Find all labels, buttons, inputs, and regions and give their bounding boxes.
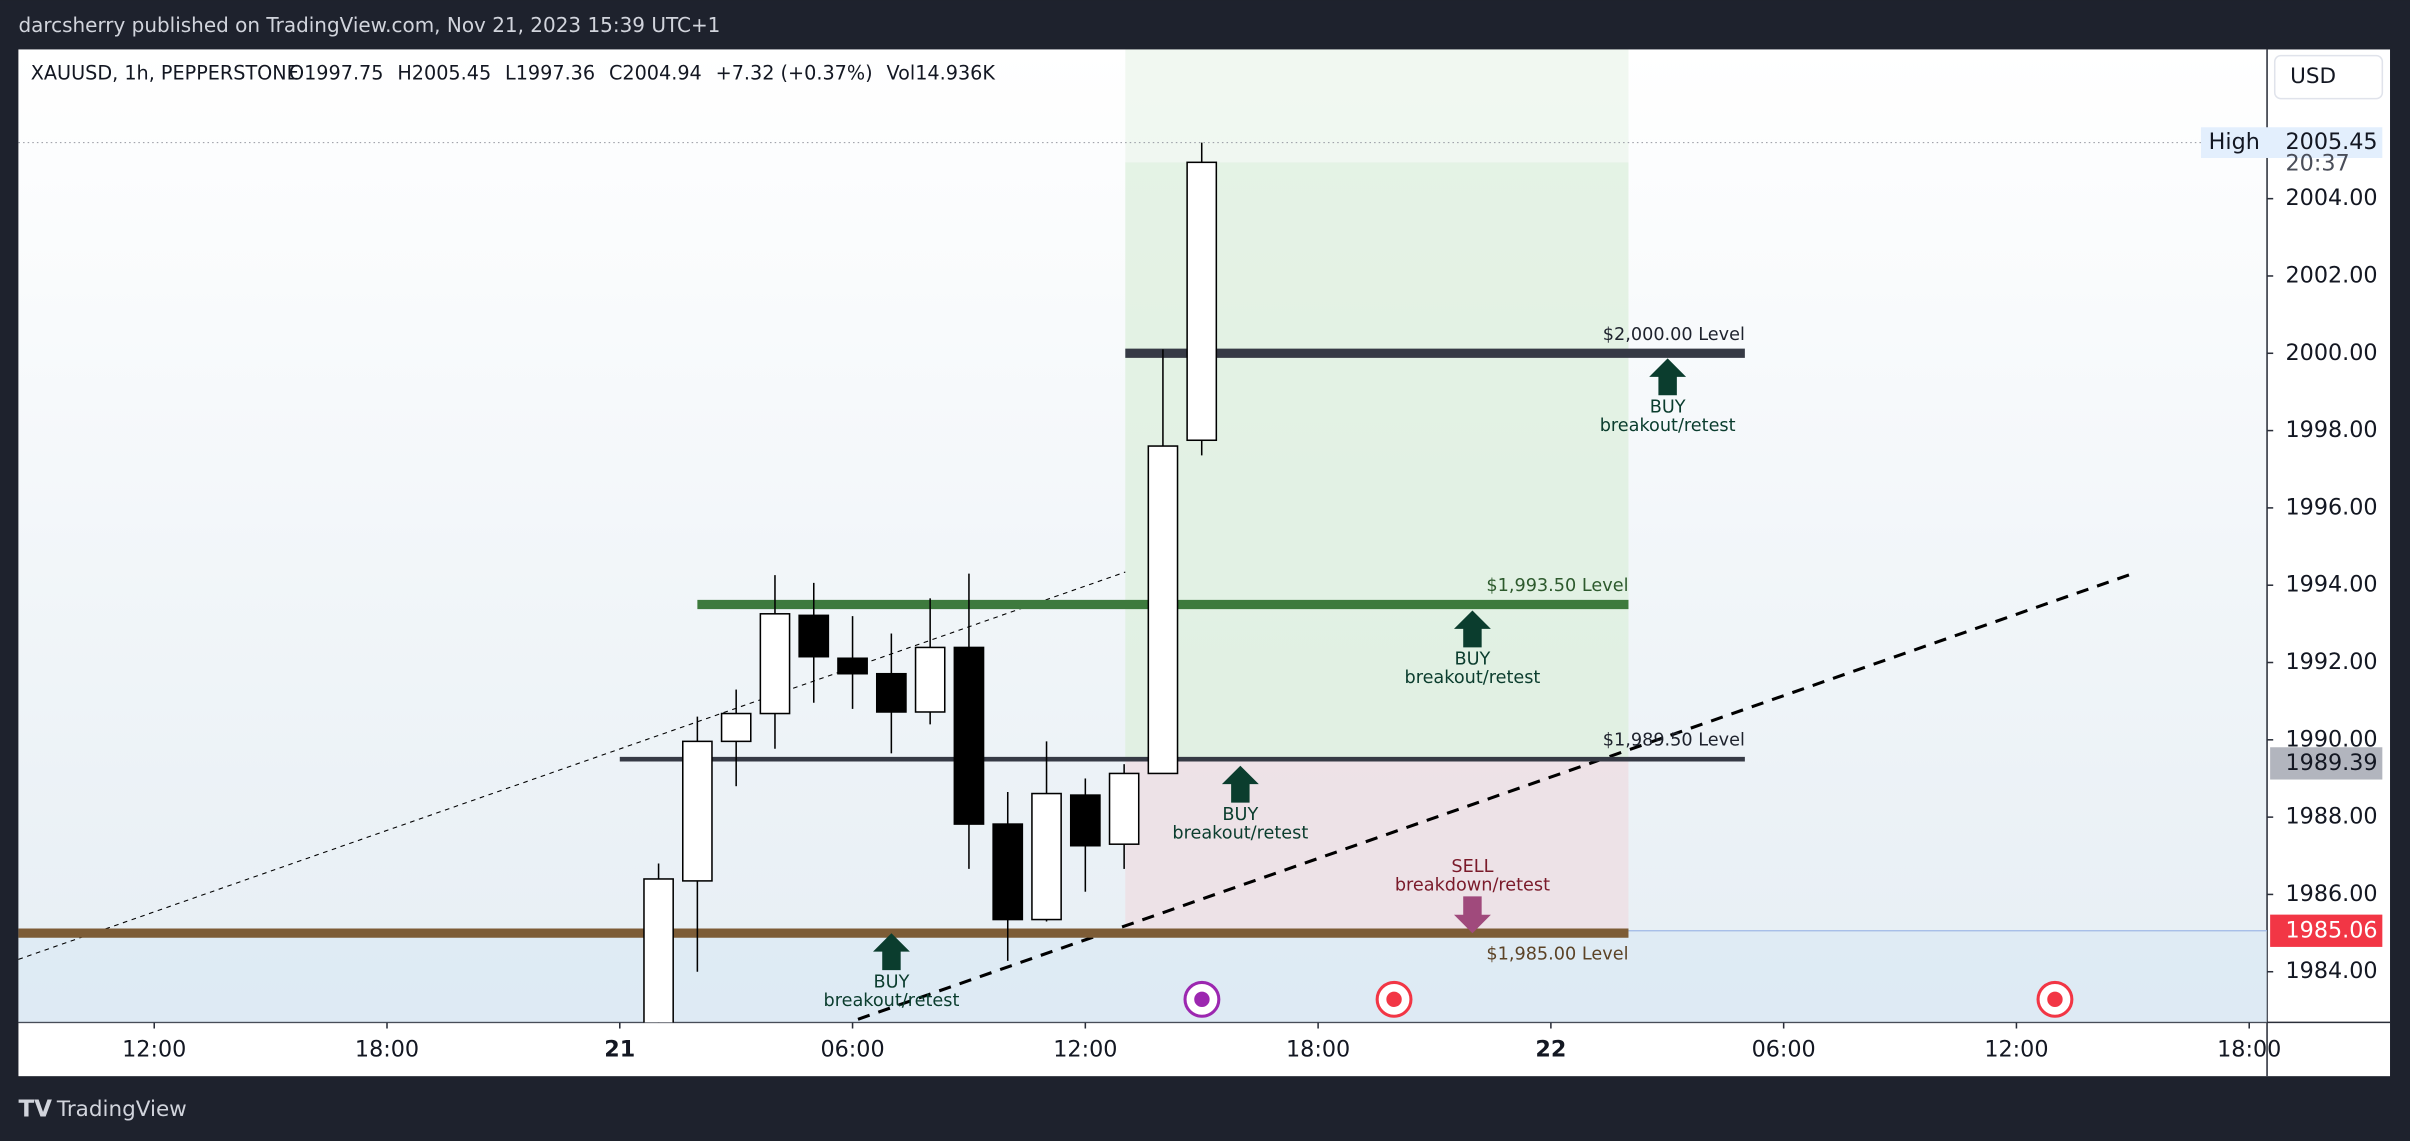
y-tick-label: 2002.00 (2286, 262, 2378, 288)
event-dot (1386, 991, 1402, 1008)
candle-body (875, 672, 907, 713)
high-badge (2200, 127, 2383, 158)
level-label: $1,985.00 Level (1486, 945, 1628, 965)
overlay-layer: O1997.75 H2005.45 L1997.36 C2004.94 +7.32 (+… (18, 62, 2383, 1063)
signal-note: breakout/retest (1172, 823, 1308, 843)
event-dot (1194, 991, 1210, 1008)
x-tick-label: 12:00 (1984, 1037, 2048, 1063)
ohlc-value: C2004.94 (609, 62, 702, 85)
x-tick-label: 12:00 (1053, 1037, 1117, 1063)
plot-layer: $2,000.00 Level $1,993.50 Level $1,989.50 … (18, 49, 2268, 1023)
level-label: $1,989.50 Level (1603, 731, 1745, 751)
candle-body (1147, 445, 1179, 775)
y-tick-label: 1992.00 (2286, 649, 2378, 675)
ohlc-value: H2005.45 (397, 62, 491, 85)
y-tick-label: 1996.00 (2286, 494, 2378, 520)
candle-body (1108, 772, 1140, 845)
level-label: $2,000.00 Level (1603, 325, 1745, 345)
brand: TradingView (56, 1097, 187, 1122)
below-price-area (18, 930, 2268, 1023)
candle-body (759, 613, 791, 715)
y-tick-label: 1994.00 (2286, 572, 2378, 598)
candle-body (798, 614, 830, 658)
signal-note: breakout/retest (1404, 668, 1540, 688)
zone-loss (1125, 759, 1629, 934)
trendline (18, 571, 1126, 960)
trendline (857, 572, 2134, 1021)
signal-note: breakout/retest (824, 991, 960, 1011)
y-tick-label: 2000.00 (2286, 340, 2378, 366)
candle-body (1186, 161, 1218, 442)
signal: SELL (1451, 857, 1493, 877)
y-tick-label: 1998.00 (2286, 417, 2378, 443)
symbol-title: XAUUSD, 1h, PEPPERSTONE (31, 62, 299, 85)
x-tick-label: 06:00 (1752, 1037, 1816, 1063)
price-badge-label: 1985.06 (2286, 917, 2378, 943)
candle-body (720, 712, 752, 743)
high-name: High (2209, 129, 2260, 155)
ohlc-value: O1997.75 (289, 62, 384, 85)
buy-arrow (1649, 358, 1687, 396)
publisher: darcsherry published on TradingView.com,… (18, 13, 720, 37)
candle-body (1069, 794, 1101, 847)
candle-body (682, 740, 713, 882)
x-tick-label: 18:00 (2217, 1037, 2281, 1063)
candle-body (914, 646, 946, 713)
x-tick-label: 18:00 (355, 1037, 419, 1063)
ohlc-value: +7.32 (+0.37%) (716, 62, 873, 85)
currency[interactable]: USD (2290, 64, 2336, 89)
x-tick-label: 12:00 (122, 1037, 186, 1063)
zone-profit-top (1125, 49, 1629, 163)
x-tick-label: 06:00 (820, 1037, 884, 1063)
x-tick-label: 21 (604, 1037, 635, 1063)
currency-button[interactable] (2273, 54, 2384, 100)
candle-body (837, 657, 868, 675)
y-tick-label: 1984.00 (2286, 958, 2378, 984)
signal-note: breakout/retest (1600, 416, 1736, 436)
candle-body (1031, 792, 1062, 921)
price-badge (2270, 914, 2383, 947)
signal: BUY (1455, 650, 1491, 670)
x-tick-label: 22 (1535, 1037, 1566, 1063)
price-badge (2270, 747, 2383, 780)
buy-arrow (873, 933, 910, 971)
y-tick-label: 2004.00 (2286, 185, 2378, 211)
signal: BUY (1222, 805, 1258, 825)
high-value: 2005.45 (2286, 129, 2378, 155)
brand-icon: TV (18, 1096, 52, 1122)
signal: BUY (874, 972, 910, 992)
candle-body (643, 878, 674, 1023)
candle-body (953, 646, 985, 825)
price-badge-label: 1989.39 (2286, 750, 2378, 776)
signal-note: breakdown/retest (1395, 876, 1550, 896)
y-tick-label: 1988.00 (2286, 804, 2378, 830)
ohlc-value: Vol14.936K (886, 62, 995, 85)
signal: BUY (1650, 398, 1686, 418)
countdown: 20:37 (2286, 151, 2350, 177)
y-tick-label: 1986.00 (2286, 881, 2378, 907)
level-label: $1,993.50 Level (1486, 576, 1628, 596)
event-dot (2047, 991, 2063, 1008)
candle-body (992, 823, 1024, 921)
x-tick-label: 18:00 (1286, 1037, 1350, 1063)
ohlc-value: L1997.36 (505, 62, 595, 85)
